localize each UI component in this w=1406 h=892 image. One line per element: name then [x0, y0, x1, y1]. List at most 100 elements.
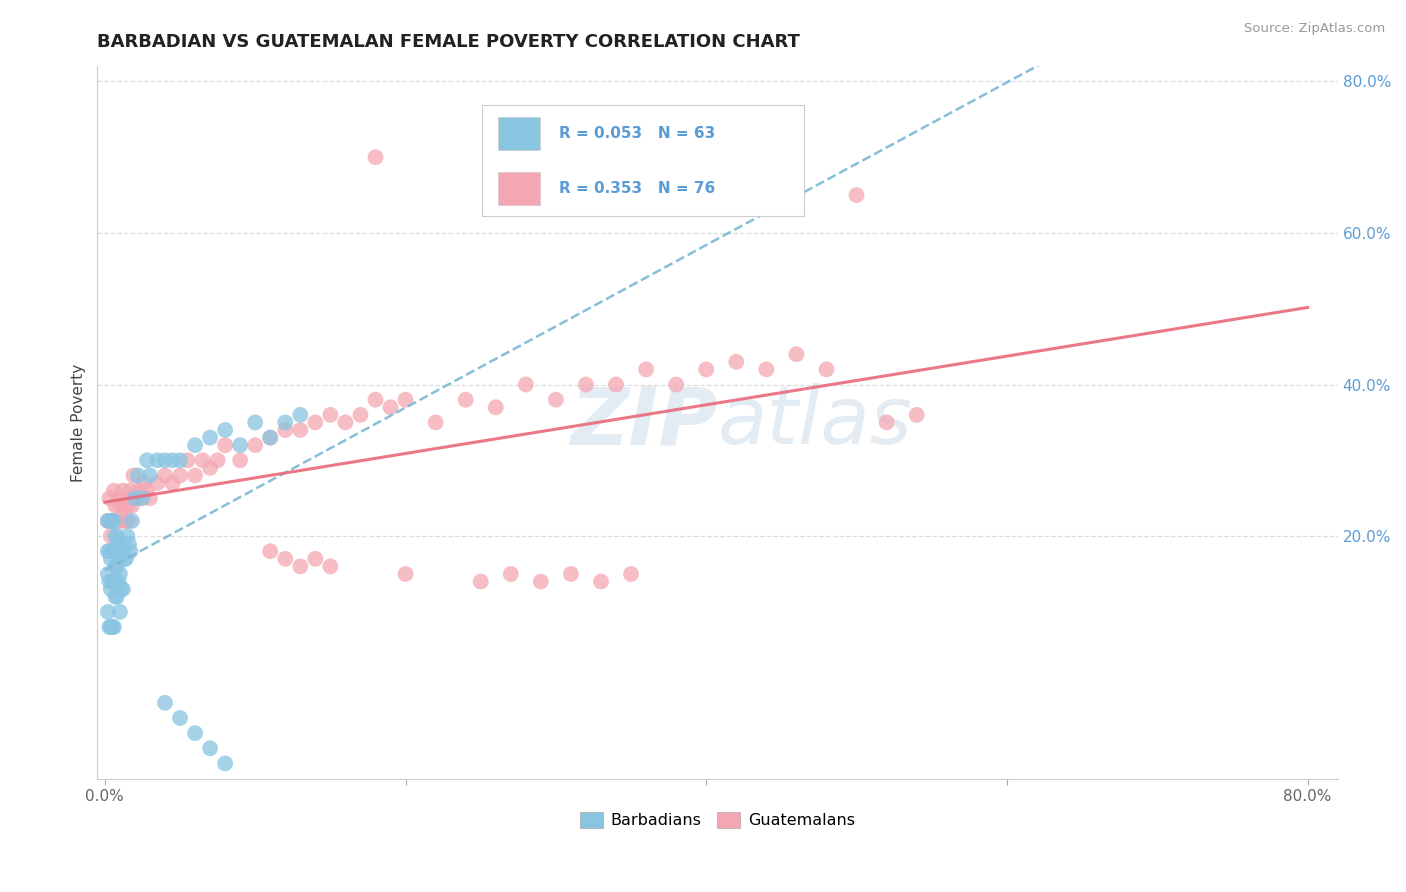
Point — [665, 377, 688, 392]
Point — [131, 491, 153, 506]
Point — [146, 476, 169, 491]
Point — [112, 499, 135, 513]
Point — [100, 529, 122, 543]
Point — [115, 514, 138, 528]
Point — [214, 438, 236, 452]
Point — [101, 574, 124, 589]
Point — [153, 453, 176, 467]
Point — [485, 401, 508, 415]
Point — [198, 431, 221, 445]
Point — [695, 362, 717, 376]
Point — [575, 377, 598, 392]
Point — [259, 431, 281, 445]
Point — [136, 483, 159, 498]
Point — [162, 476, 184, 491]
Point — [118, 536, 141, 550]
Point — [100, 551, 122, 566]
Point — [304, 416, 326, 430]
Point — [560, 566, 582, 581]
Point — [636, 362, 658, 376]
Point — [100, 514, 122, 528]
Point — [97, 566, 120, 581]
Text: ZIP: ZIP — [569, 384, 717, 461]
Point — [110, 582, 132, 596]
Point — [104, 590, 127, 604]
Point — [845, 188, 868, 202]
Point — [120, 544, 142, 558]
Point — [319, 408, 342, 422]
Point — [97, 605, 120, 619]
Point — [103, 620, 125, 634]
Point — [815, 362, 838, 376]
Point — [304, 551, 326, 566]
Point — [108, 499, 131, 513]
Point — [169, 711, 191, 725]
Point — [98, 491, 121, 506]
Text: BARBADIAN VS GUATEMALAN FEMALE POVERTY CORRELATION CHART: BARBADIAN VS GUATEMALAN FEMALE POVERTY C… — [97, 33, 800, 51]
Point — [544, 392, 567, 407]
Point — [394, 392, 416, 407]
Point — [290, 408, 312, 422]
Point — [100, 582, 122, 596]
Point — [229, 438, 252, 452]
Point — [589, 574, 612, 589]
Point — [103, 483, 125, 498]
Point — [122, 468, 145, 483]
Point — [107, 536, 129, 550]
Point — [274, 551, 297, 566]
Point — [454, 392, 477, 407]
Y-axis label: Female Poverty: Female Poverty — [72, 363, 86, 482]
Point — [290, 559, 312, 574]
Point — [198, 741, 221, 756]
Point — [118, 514, 141, 528]
Point — [214, 756, 236, 771]
Point — [124, 491, 146, 506]
Point — [515, 377, 537, 392]
Point — [290, 423, 312, 437]
Point — [364, 150, 387, 164]
Point — [785, 347, 807, 361]
Point — [620, 566, 643, 581]
Point — [104, 559, 127, 574]
Point — [153, 468, 176, 483]
Point — [111, 483, 134, 498]
Point — [184, 468, 207, 483]
Point — [229, 453, 252, 467]
Point — [97, 514, 120, 528]
Point — [169, 453, 191, 467]
Point — [108, 536, 131, 550]
Point — [104, 499, 127, 513]
Point — [530, 574, 553, 589]
Point — [101, 620, 124, 634]
Point — [117, 499, 139, 513]
Point — [98, 514, 121, 528]
Point — [876, 416, 898, 430]
Point — [127, 468, 149, 483]
Point — [127, 483, 149, 498]
Point — [110, 514, 132, 528]
Point — [259, 431, 281, 445]
Point — [207, 453, 229, 467]
Point — [115, 551, 138, 566]
Text: Source: ZipAtlas.com: Source: ZipAtlas.com — [1244, 22, 1385, 36]
Point — [101, 514, 124, 528]
Point — [425, 416, 447, 430]
Point — [103, 514, 125, 528]
Legend: Barbadians, Guatemalans: Barbadians, Guatemalans — [574, 805, 860, 835]
Point — [214, 423, 236, 437]
Point — [124, 491, 146, 506]
Point — [259, 544, 281, 558]
Point — [107, 491, 129, 506]
Point — [380, 401, 402, 415]
Point — [176, 453, 198, 467]
Point — [97, 544, 120, 558]
Point — [117, 529, 139, 543]
Point — [905, 408, 928, 422]
Point — [349, 408, 371, 422]
Point — [110, 544, 132, 558]
Point — [107, 574, 129, 589]
Point — [146, 453, 169, 467]
Point — [103, 544, 125, 558]
Point — [245, 438, 267, 452]
Point — [98, 574, 121, 589]
